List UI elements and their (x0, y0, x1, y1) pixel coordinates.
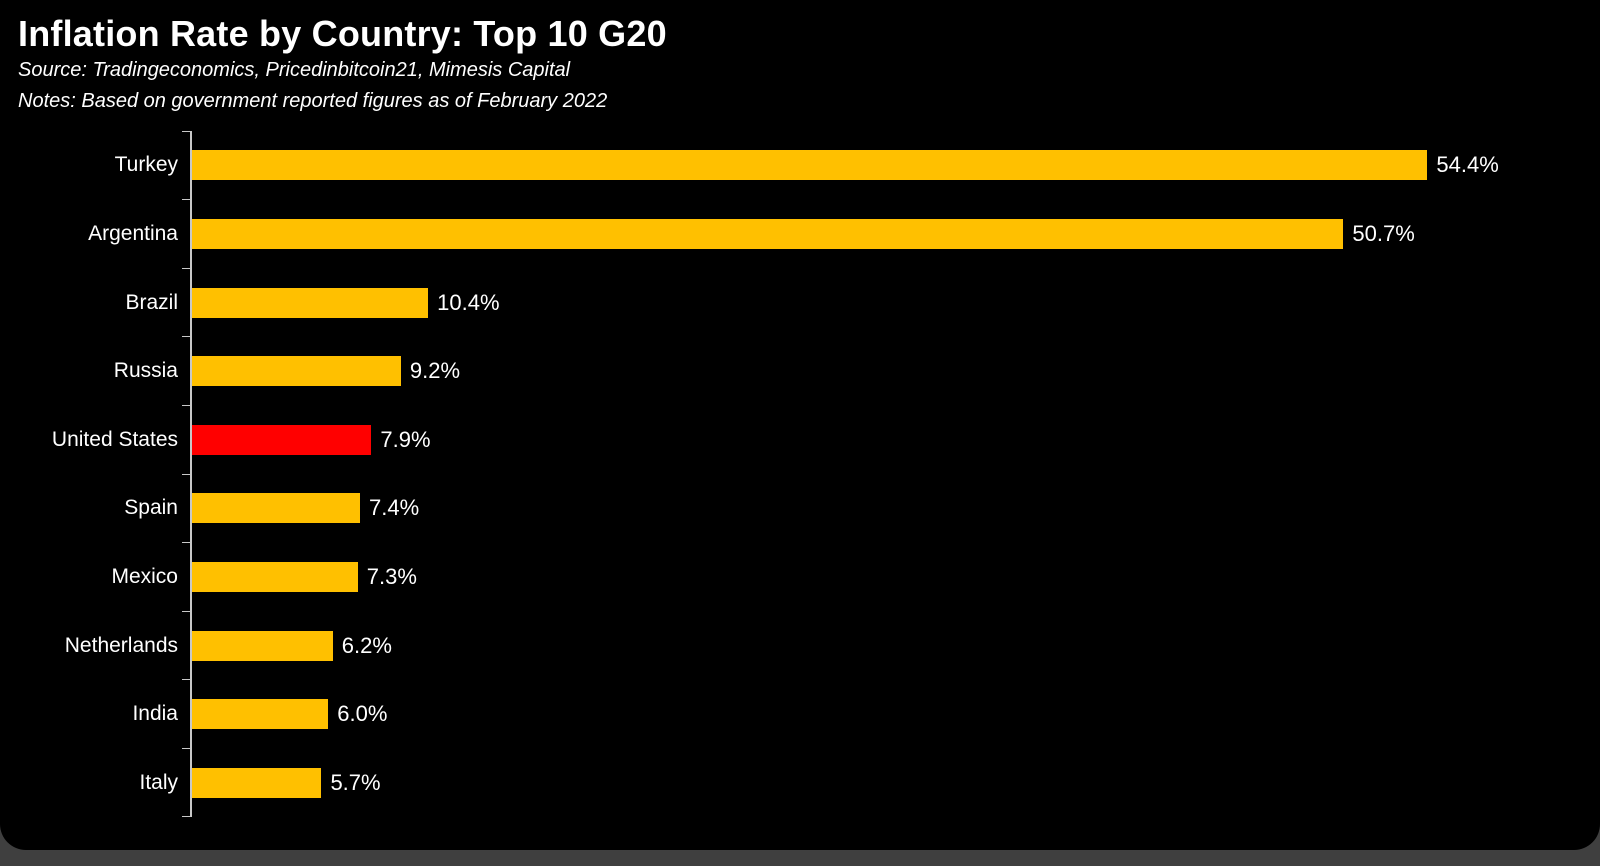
bar (192, 287, 429, 318)
chart-source: Source: Tradingeconomics, Pricedinbitcoi… (18, 59, 571, 82)
bar-track: 6.2% (190, 611, 1600, 680)
bar (192, 767, 322, 798)
value-label: 7.9% (380, 426, 431, 452)
bar (192, 424, 372, 455)
bar-row: Spain 7.4% (0, 473, 1600, 543)
bar-track: 7.4% (190, 474, 1600, 543)
category-label: Turkey (114, 153, 178, 177)
bar-row: Italy 5.7% (0, 748, 1600, 818)
value-label: 5.7% (330, 769, 381, 795)
bar (192, 562, 358, 593)
category-label: Netherlands (64, 633, 178, 657)
bar-row: Argentina 50.7% (0, 199, 1600, 269)
chart-title: Inflation Rate by Country: Top 10 G20 (18, 13, 667, 54)
category-label: United States (51, 427, 178, 451)
bar-track: 7.3% (190, 542, 1600, 612)
bar-row: Brazil 10.4% (0, 267, 1600, 337)
bar (192, 219, 1344, 250)
bar-track: 10.4% (190, 268, 1600, 337)
bar-chart: Turkey 54.4% Argentina 50.7% Brazil 10.4% Russ… (0, 130, 1600, 818)
category-label: Spain (124, 496, 178, 520)
chart-notes: Notes: Based on government reported figu… (18, 90, 608, 113)
category-label: Argentina (88, 222, 178, 246)
category-label: Mexico (111, 565, 178, 589)
bar (192, 356, 401, 387)
bar-track: 7.9% (190, 405, 1600, 475)
value-label: 54.4% (1436, 152, 1499, 178)
bar (192, 493, 361, 524)
value-label: 50.7% (1352, 221, 1415, 247)
bar (192, 699, 329, 730)
value-label: 6.2% (341, 632, 392, 658)
value-label: 10.4% (437, 289, 500, 315)
category-label: Italy (139, 770, 178, 794)
value-label: 6.0% (337, 701, 388, 727)
bar-track: 50.7% (190, 199, 1600, 269)
chart-header: Inflation Rate by Country: Top 10 G20 So… (0, 12, 1600, 117)
bar-track: 5.7% (190, 748, 1600, 818)
bar-row: United States 7.9% (0, 405, 1600, 475)
bar (192, 150, 1428, 181)
value-label: 7.3% (366, 564, 417, 590)
bar (192, 630, 333, 661)
value-label: 9.2% (409, 358, 461, 384)
bar-row: Russia 9.2% (0, 336, 1600, 406)
bar-track: 54.4% (190, 131, 1600, 200)
bar-track: 6.0% (190, 679, 1600, 749)
bar-row: Mexico 7.3% (0, 542, 1600, 612)
value-label: 7.4% (369, 495, 420, 521)
bar-row: Netherlands 6.2% (0, 610, 1600, 680)
bar-track: 9.2% (190, 336, 1600, 406)
category-label: Russia (113, 359, 178, 383)
category-label: India (132, 702, 178, 726)
bar-row: Turkey 54.4% (0, 130, 1600, 200)
category-label: Brazil (125, 290, 178, 314)
bar-row: India 6.0% (0, 679, 1600, 749)
